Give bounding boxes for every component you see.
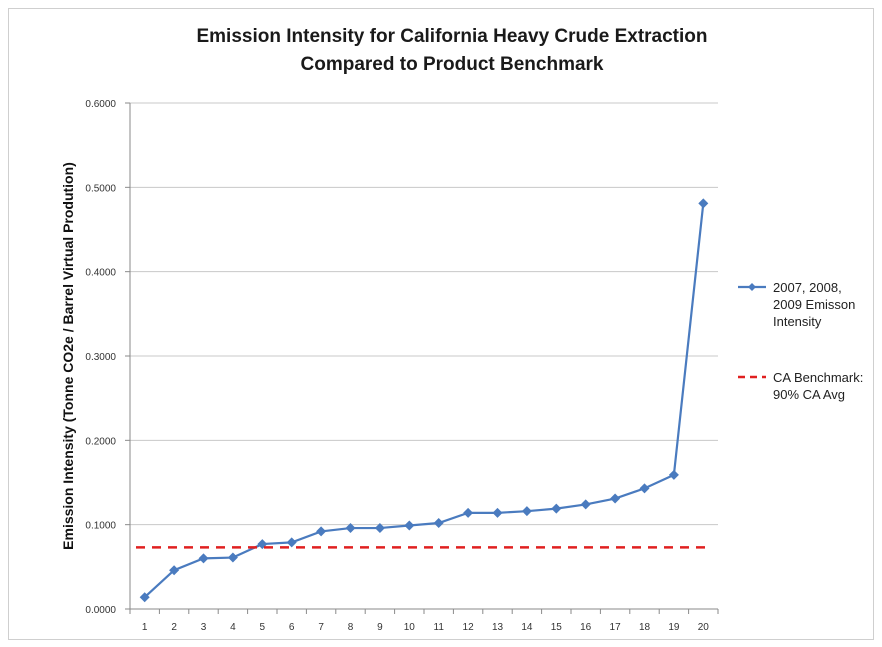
x-tick-label: 7 <box>318 622 324 633</box>
data-point-marker <box>345 523 356 534</box>
data-point-marker <box>169 565 180 576</box>
x-tick-label: 18 <box>639 622 651 633</box>
y-gridlines <box>130 102 718 526</box>
legend-label-line: 90% CA Avg <box>773 387 845 402</box>
y-tick-label: 0.2000 <box>85 436 116 447</box>
x-tick-label: 1 <box>142 622 148 633</box>
x-tick-label: 10 <box>404 622 416 633</box>
chart-title-line-2: Compared to Product Benchmark <box>301 54 604 75</box>
x-tick-label: 8 <box>348 622 354 633</box>
chart-title: Emission Intensity for California Heavy … <box>196 26 707 75</box>
data-point-marker <box>463 507 474 518</box>
x-tick-label: 5 <box>260 622 266 633</box>
x-tick-label: 4 <box>230 622 236 633</box>
x-tick-label: 20 <box>698 622 710 633</box>
data-point-marker <box>227 552 238 563</box>
data-point-marker <box>551 503 562 514</box>
legend-item: 2007, 2008, 2009 Emisson Intensity <box>738 280 855 329</box>
data-point-marker <box>492 507 503 518</box>
x-tick-label: 9 <box>377 622 383 633</box>
legend-series-marker <box>748 283 756 291</box>
x-tick-label: 14 <box>521 622 533 633</box>
legend-label-line: CA Benchmark: <box>773 370 863 385</box>
y-tick-label: 0.0000 <box>85 605 116 616</box>
data-point-marker <box>610 493 621 504</box>
data-series <box>136 198 709 603</box>
legend-label-line: 2009 Emisson <box>773 297 855 312</box>
y-tick-labels: 0.0000 0.1000 0.2000 0.3000 0.4000 0.5000 0.60… <box>85 99 116 616</box>
legend-label-line: 2007, 2008, <box>773 280 842 295</box>
emission-intensity-line <box>143 203 705 599</box>
data-point-marker <box>698 198 709 209</box>
x-tick-label: 2 <box>171 622 177 633</box>
data-point-marker <box>521 506 532 517</box>
data-point-marker <box>404 520 415 531</box>
axes <box>125 102 719 614</box>
x-tick-label: 17 <box>610 622 622 633</box>
y-tick-label: 0.6000 <box>85 99 116 110</box>
legend: 2007, 2008, 2009 Emisson Intensity CA Bench… <box>738 280 863 402</box>
x-tick-label: 3 <box>201 622 207 633</box>
x-tick-label: 11 <box>434 622 445 633</box>
x-tick-label: 12 <box>463 622 475 633</box>
x-tick-label: 16 <box>580 622 592 633</box>
y-tick-label: 0.1000 <box>85 521 116 532</box>
legend-label-line: Intensity <box>773 314 822 329</box>
data-point-marker <box>374 523 385 534</box>
y-tick-label: 0.5000 <box>85 183 116 194</box>
data-point-marker <box>668 469 679 480</box>
x-tick-label: 13 <box>492 622 504 633</box>
data-point-marker <box>139 592 150 603</box>
y-tick-label: 0.3000 <box>85 352 116 363</box>
legend-item: CA Benchmark: 90% CA Avg <box>738 370 863 402</box>
y-axis-title: Emission Intensity (Tonne CO2e / Barrel … <box>60 162 76 550</box>
chart-frame <box>8 8 874 640</box>
data-point-marker <box>198 553 209 564</box>
data-point-marker <box>433 517 444 528</box>
x-tick-label: 19 <box>668 622 680 633</box>
data-point-marker <box>286 537 297 548</box>
chart-title-line-1: Emission Intensity for California Heavy … <box>196 26 707 47</box>
data-point-marker <box>580 499 591 510</box>
x-tick-label: 6 <box>289 622 295 633</box>
y-tick-label: 0.4000 <box>85 268 116 279</box>
x-tick-labels: 1 2 3 4 5 6 7 8 9 10 11 12 13 14 15 16 17 18 19 20 <box>142 622 709 633</box>
data-point-marker <box>316 526 327 537</box>
data-point-marker <box>639 483 650 494</box>
x-tick-label: 15 <box>551 622 563 633</box>
